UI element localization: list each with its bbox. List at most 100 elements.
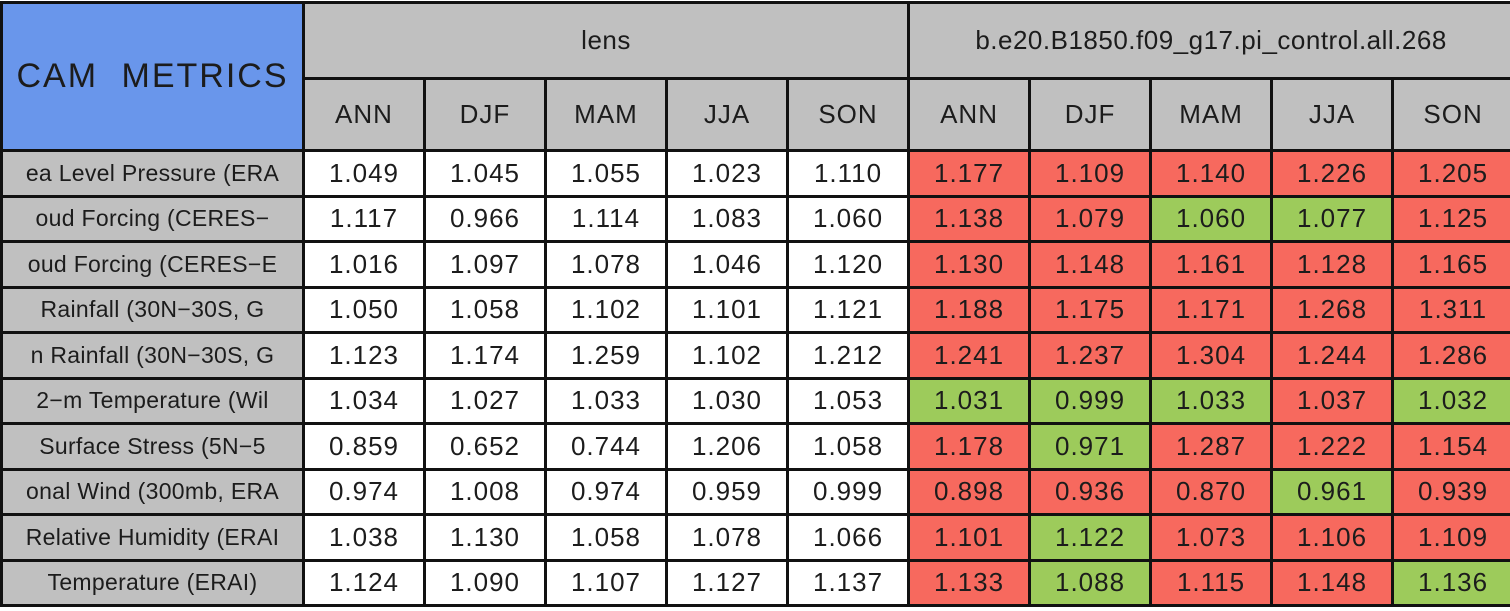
season-header-control-ann: ANN	[907, 77, 1032, 152]
lens-value-cell: 1.130	[423, 513, 547, 562]
group-header-row: CAM METRICS lens b.e20.B1850.f09_g17.pi_…	[0, 1, 1510, 152]
control-value-cell: 0.971	[1028, 422, 1153, 471]
season-header-control-jja: JJA	[1270, 77, 1395, 152]
control-value-cell: 1.286	[1391, 331, 1510, 380]
lens-value-cell: 1.060	[785, 194, 911, 243]
control-value-cell: 1.178	[907, 422, 1032, 471]
lens-value-cell: 0.999	[785, 467, 911, 516]
control-value-cell: 1.241	[907, 331, 1032, 380]
table-row: n Rainfall (30N−30S, G 1.123 1.174 1.259 1.1…	[0, 331, 1510, 380]
control-value-cell: 1.109	[1391, 513, 1510, 562]
lens-value-cell: 1.110	[785, 149, 911, 198]
control-value-cell: 1.175	[1028, 285, 1153, 334]
control-value-cell: 1.073	[1149, 513, 1274, 562]
control-value-cell: 1.311	[1391, 285, 1510, 334]
control-value-cell: 0.961	[1270, 467, 1395, 516]
control-value-cell: 1.154	[1391, 422, 1510, 471]
lens-value-cell: 1.090	[423, 558, 547, 607]
lens-value-cell: 1.066	[785, 513, 911, 562]
control-value-cell: 1.140	[1149, 149, 1274, 198]
lens-value-cell: 1.101	[665, 285, 789, 334]
control-value-cell: 1.109	[1028, 149, 1153, 198]
control-value-cell: 1.115	[1149, 558, 1274, 607]
lens-value-cell: 1.023	[665, 149, 789, 198]
control-value-cell: 0.936	[1028, 467, 1153, 516]
table-row: onal Wind (300mb, ERA 0.974 1.008 0.974 0.95…	[0, 467, 1510, 516]
row-label: ea Level Pressure (ERA	[0, 149, 305, 198]
lens-value-cell: 1.038	[302, 513, 426, 562]
season-header-row: ANN DJF MAM JJA SON ANN DJF MAM JJA SON	[2, 77, 1510, 152]
lens-value-cell: 1.259	[544, 331, 668, 380]
lens-value-cell: 1.016	[302, 240, 426, 289]
group-header-lens: lens	[301, 1, 911, 80]
lens-value-cell: 0.966	[423, 194, 547, 243]
lens-value-cell: 1.033	[544, 376, 668, 425]
lens-value-cell: 1.034	[302, 376, 426, 425]
row-label: Relative Humidity (ERAI	[0, 513, 305, 562]
control-value-cell: 1.205	[1391, 149, 1510, 198]
control-value-cell: 1.304	[1149, 331, 1274, 380]
table-row: Surface Stress (5N−5 0.859 0.652 0.744 1.206…	[0, 422, 1510, 471]
table-row: Relative Humidity (ERAI 1.038 1.130 1.058 1.…	[0, 513, 1510, 562]
control-value-cell: 1.268	[1270, 285, 1395, 334]
table-row: ea Level Pressure (ERA 1.049 1.045 1.055 1.0…	[0, 149, 1510, 198]
control-value-cell: 1.222	[1270, 422, 1395, 471]
lens-value-cell: 1.137	[785, 558, 911, 607]
lens-value-cell: 1.102	[665, 331, 789, 380]
lens-value-cell: 1.114	[544, 194, 668, 243]
control-value-cell: 1.088	[1028, 558, 1153, 607]
lens-value-cell: 0.859	[302, 422, 426, 471]
season-header-lens-djf: DJF	[423, 77, 547, 152]
control-value-cell: 0.898	[907, 467, 1032, 516]
lens-value-cell: 1.102	[544, 285, 668, 334]
lens-value-cell: 1.050	[302, 285, 426, 334]
lens-value-cell: 1.206	[665, 422, 789, 471]
lens-value-cell: 0.959	[665, 467, 789, 516]
row-label: n Rainfall (30N−30S, G	[0, 331, 305, 380]
lens-value-cell: 1.046	[665, 240, 789, 289]
row-label: 2−m Temperature (Wil	[0, 376, 305, 425]
lens-value-cell: 1.083	[665, 194, 789, 243]
lens-value-cell: 1.055	[544, 149, 668, 198]
lens-value-cell: 1.049	[302, 149, 426, 198]
lens-value-cell: 1.027	[423, 376, 547, 425]
control-value-cell: 1.060	[1149, 194, 1274, 243]
control-value-cell: 1.077	[1270, 194, 1395, 243]
control-value-cell: 1.128	[1270, 240, 1395, 289]
control-value-cell: 1.244	[1270, 331, 1395, 380]
lens-value-cell: 1.097	[423, 240, 547, 289]
lens-value-cell: 1.117	[302, 194, 426, 243]
table-row: Temperature (ERAI) 1.124 1.090 1.107 1.127 1.…	[0, 558, 1510, 607]
control-value-cell: 1.237	[1028, 331, 1153, 380]
lens-value-cell: 1.212	[785, 331, 911, 380]
lens-value-cell: 1.058	[785, 422, 911, 471]
lens-value-cell: 0.974	[544, 467, 668, 516]
control-value-cell: 0.870	[1149, 467, 1274, 516]
table-row: Rainfall (30N−30S, G 1.050 1.058 1.102 1.101…	[0, 285, 1510, 334]
control-value-cell: 1.148	[1270, 558, 1395, 607]
season-header-control-djf: DJF	[1028, 77, 1153, 152]
lens-value-cell: 1.045	[423, 149, 547, 198]
table-title: CAM METRICS	[0, 1, 305, 152]
lens-value-cell: 1.123	[302, 331, 426, 380]
row-label: Rainfall (30N−30S, G	[0, 285, 305, 334]
control-value-cell: 1.033	[1149, 376, 1274, 425]
group-header-pi-control-run: b.e20.B1850.f09_g17.pi_control.all.268	[907, 1, 1510, 80]
season-header-lens-ann: ANN	[302, 77, 426, 152]
table-row: 2−m Temperature (Wil 1.034 1.027 1.033 1.030…	[0, 376, 1510, 425]
row-label: Temperature (ERAI)	[0, 558, 305, 607]
control-value-cell: 1.031	[907, 376, 1032, 425]
lens-value-cell: 0.652	[423, 422, 547, 471]
season-header-lens-mam: MAM	[544, 77, 668, 152]
control-value-cell: 1.136	[1391, 558, 1510, 607]
control-value-cell: 1.106	[1270, 513, 1395, 562]
table-row: oud Forcing (CERES− 1.117 0.966 1.114 1.083 1…	[0, 194, 1510, 243]
row-label: oud Forcing (CERES−E	[0, 240, 305, 289]
control-value-cell: 1.138	[907, 194, 1032, 243]
lens-value-cell: 1.058	[423, 285, 547, 334]
row-label: Surface Stress (5N−5	[0, 422, 305, 471]
control-value-cell: 1.125	[1391, 194, 1510, 243]
control-value-cell: 1.133	[907, 558, 1032, 607]
control-value-cell: 1.130	[907, 240, 1032, 289]
